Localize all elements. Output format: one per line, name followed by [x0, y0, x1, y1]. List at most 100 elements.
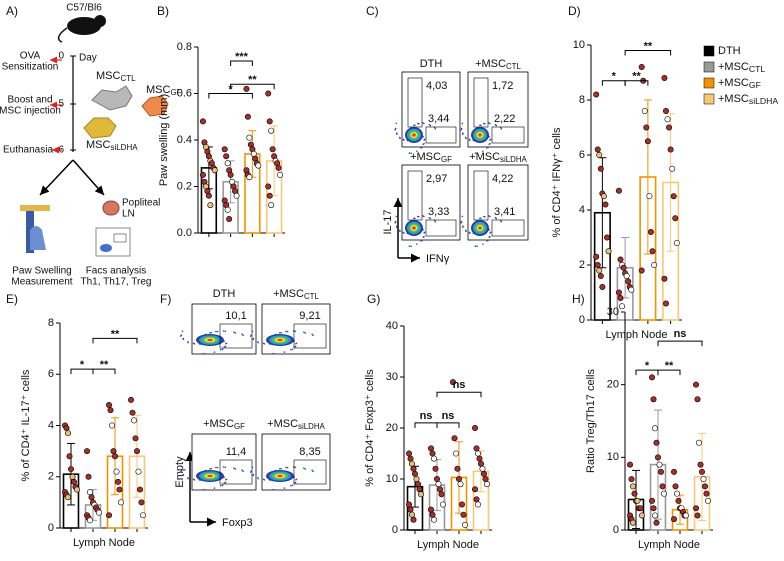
data-point [107, 407, 114, 414]
y-tick-label: 0 [579, 314, 585, 326]
flow-event [182, 474, 184, 477]
data-point [269, 146, 276, 153]
flow-event [461, 215, 464, 218]
label-main: +MSC [718, 61, 749, 73]
data-point [135, 468, 142, 475]
cell-name: MSC [146, 84, 171, 96]
cell-subscript: GF [170, 88, 181, 97]
data-point [110, 448, 117, 455]
flow-event [204, 352, 207, 355]
significance-label: ** [111, 328, 120, 340]
flow-event [285, 466, 287, 469]
flow-event [469, 232, 471, 234]
y-tick-label: 0.0 [177, 227, 192, 239]
data-point [649, 497, 656, 504]
flow-event [234, 468, 237, 470]
gate-value: 9,21 [299, 310, 320, 322]
flow-density [412, 133, 416, 137]
flow-event [242, 334, 244, 337]
significance-bracket [624, 50, 672, 56]
data-point [275, 164, 282, 171]
gate [407, 170, 423, 221]
data-point [623, 272, 630, 279]
flow-event [421, 122, 424, 124]
label-subscript: GF [749, 80, 761, 90]
data-point [411, 470, 418, 477]
data-point [667, 146, 674, 153]
label: +MSCsiLDHA [267, 418, 325, 431]
flow-event [476, 245, 478, 248]
significance-bracket [624, 80, 649, 86]
y-tick-label: 4 [48, 419, 54, 431]
cell-icon [141, 95, 169, 117]
cell-label: MSCGF [146, 84, 182, 97]
data-point [70, 478, 77, 485]
flow-event [280, 467, 283, 470]
significance-bracket [657, 340, 703, 347]
label-subscript: siLDHA [749, 96, 778, 106]
data-point [224, 206, 231, 213]
label-main: +MSC [410, 151, 441, 163]
flow-event [222, 330, 225, 332]
data-point [117, 499, 124, 506]
flow-event [290, 348, 292, 351]
flow-event [225, 478, 228, 481]
data-point [473, 445, 480, 452]
flow-event [423, 138, 426, 141]
flow-event [294, 330, 297, 333]
data-point [593, 253, 600, 260]
data-point [414, 481, 421, 488]
data-point [431, 455, 438, 462]
flow-event [252, 338, 254, 341]
label-subscript: GF [234, 422, 245, 431]
flow-event [460, 221, 462, 224]
flow-event [416, 215, 419, 218]
data-point [605, 248, 612, 255]
data-point [675, 497, 682, 504]
flow-event [489, 235, 491, 238]
data-point [227, 171, 234, 178]
data-point [136, 486, 143, 493]
data-point [651, 261, 658, 268]
gate-value: 1,72 [492, 80, 513, 92]
data-point [436, 486, 443, 493]
label: +MSCCTL [718, 61, 765, 74]
gate [491, 219, 525, 237]
flow-event [469, 139, 471, 141]
y-tick-label: 0 [48, 522, 54, 534]
data-point [266, 192, 273, 199]
label-main: +MSC [267, 418, 298, 430]
data-point [461, 521, 468, 528]
y-tick-label: 2 [48, 471, 54, 483]
flow-event [224, 330, 227, 333]
data-point [199, 171, 206, 178]
significance-label: ** [248, 74, 257, 86]
flow-event [274, 488, 277, 491]
label-subscript: siLDHA [500, 155, 528, 164]
data-point [617, 294, 624, 301]
data-point [233, 192, 240, 199]
data-point [113, 468, 120, 475]
flow-event [295, 478, 298, 481]
gate-value: 8,35 [299, 446, 320, 458]
data-point [662, 108, 669, 115]
data-point [406, 501, 413, 508]
data-point [277, 171, 284, 178]
label: +MSCsiLDHA [469, 151, 527, 164]
data-point [87, 489, 94, 496]
significance-bracket [414, 422, 438, 428]
data-point [476, 455, 483, 462]
data-point [109, 422, 116, 429]
data-point [410, 516, 417, 523]
gate [491, 126, 525, 144]
x-axis-label: Lymph Node [606, 329, 668, 341]
significance-label: ** [100, 359, 109, 371]
data-point [649, 248, 656, 255]
data-point [596, 152, 603, 159]
flow-event [223, 346, 226, 348]
data-point [704, 497, 711, 504]
data-point [701, 483, 708, 490]
y-tick-label: 10 [607, 451, 619, 463]
arrow [72, 159, 105, 196]
data-point [246, 174, 253, 181]
